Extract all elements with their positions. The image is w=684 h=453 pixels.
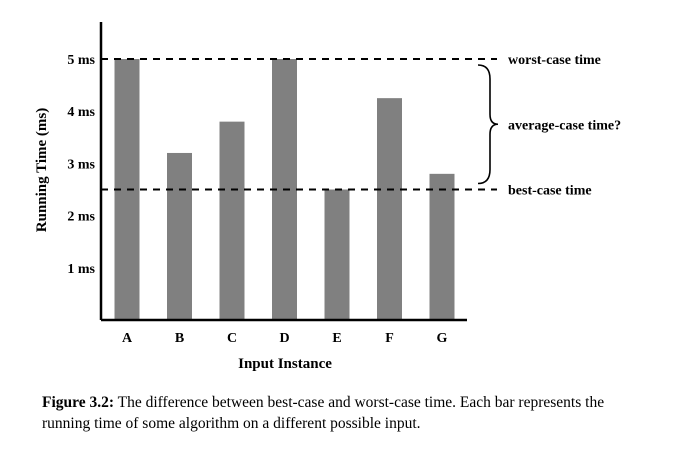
bar-chart: worst-case time best-case time 1 ms 2 ms 3 …: [34, 22, 621, 372]
average-case-label: average-case time?: [508, 118, 621, 133]
y-tick-label-1: 1 ms: [67, 262, 95, 277]
y-axis-title: Running Time (ms): [34, 108, 50, 232]
bar-b: [167, 152, 192, 320]
x-tick-label-b: B: [175, 331, 184, 346]
y-tick-label-2: 2 ms: [67, 210, 95, 225]
bar-f: [377, 98, 402, 321]
x-axis-title: Input Instance: [238, 356, 332, 372]
x-ticks-group: A B C D E F G: [122, 331, 448, 346]
x-tick-label-e: E: [332, 331, 341, 346]
bar-c: [219, 121, 245, 320]
bar-g: [429, 173, 455, 320]
caption-label: Figure 3.2:: [42, 394, 115, 411]
x-tick-label-c: C: [227, 331, 237, 346]
y-ticks-group: 1 ms 2 ms 3 ms 4 ms 5 ms: [67, 53, 95, 277]
worst-case-label: worst-case time: [508, 53, 601, 68]
curly-brace: [477, 64, 499, 185]
reference-lines-group: worst-case time best-case time: [101, 53, 601, 199]
bars-group: [114, 59, 455, 321]
x-tick-label-f: F: [385, 331, 394, 346]
caption-text: The difference between best-case and wor…: [42, 394, 605, 432]
x-tick-label-a: A: [122, 331, 133, 346]
y-tick-label-5: 5 ms: [67, 53, 95, 68]
figure-caption: Figure 3.2: The difference between best-…: [42, 392, 652, 434]
bar-e: [324, 189, 350, 320]
y-tick-label-3: 3 ms: [67, 157, 95, 172]
x-tick-label-d: D: [279, 331, 289, 346]
best-case-label: best-case time: [508, 184, 592, 199]
y-tick-label-4: 4 ms: [67, 105, 95, 120]
x-tick-label-g: G: [437, 331, 448, 346]
